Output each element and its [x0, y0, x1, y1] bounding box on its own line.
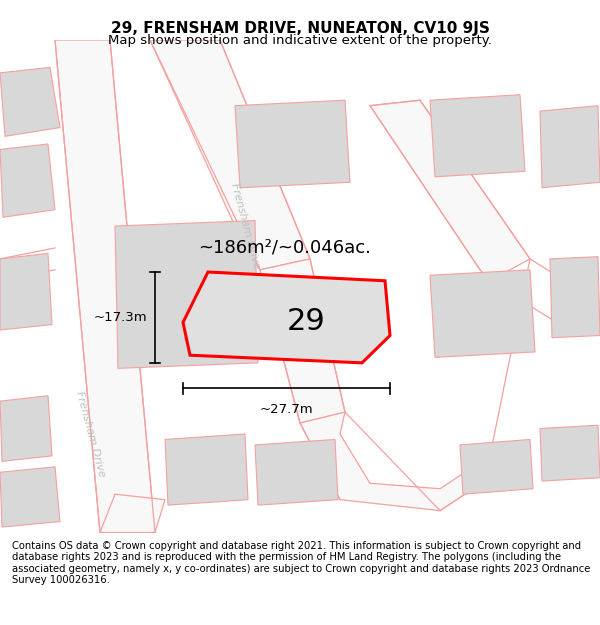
Polygon shape	[260, 259, 345, 423]
Polygon shape	[183, 272, 390, 363]
Text: 29, FRENSHAM DRIVE, NUNEATON, CV10 9JS: 29, FRENSHAM DRIVE, NUNEATON, CV10 9JS	[110, 21, 490, 36]
Polygon shape	[0, 253, 52, 330]
Polygon shape	[150, 40, 310, 270]
Polygon shape	[0, 467, 60, 527]
Text: ~186m²/~0.046ac.: ~186m²/~0.046ac.	[199, 239, 371, 257]
Polygon shape	[430, 270, 535, 358]
Text: ~17.3m: ~17.3m	[94, 311, 147, 324]
Polygon shape	[100, 494, 165, 532]
Text: Frensham Drive: Frensham Drive	[74, 390, 106, 478]
Polygon shape	[255, 439, 338, 505]
Polygon shape	[550, 257, 600, 338]
Polygon shape	[460, 439, 533, 494]
Text: Contains OS data © Crown copyright and database right 2021. This information is : Contains OS data © Crown copyright and d…	[12, 541, 590, 586]
Polygon shape	[0, 396, 52, 461]
Polygon shape	[0, 144, 55, 218]
Polygon shape	[165, 434, 248, 505]
Text: ~27.7m: ~27.7m	[260, 403, 313, 416]
Text: 29: 29	[287, 307, 326, 336]
Polygon shape	[540, 106, 600, 188]
Polygon shape	[370, 100, 530, 281]
Polygon shape	[0, 68, 60, 136]
Polygon shape	[540, 425, 600, 481]
Polygon shape	[115, 221, 258, 368]
Text: Frensham Drive: Frensham Drive	[229, 182, 262, 270]
Polygon shape	[55, 40, 155, 532]
Polygon shape	[235, 100, 350, 188]
Polygon shape	[430, 95, 525, 177]
Text: Map shows position and indicative extent of the property.: Map shows position and indicative extent…	[108, 34, 492, 47]
Polygon shape	[300, 412, 490, 511]
